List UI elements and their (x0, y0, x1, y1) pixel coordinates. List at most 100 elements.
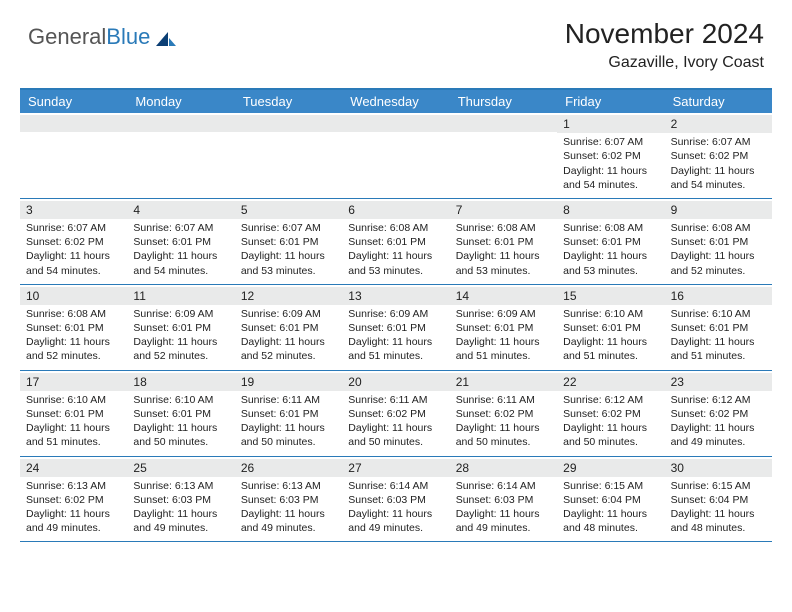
daylight-text: Daylight: 11 hours and 53 minutes. (241, 249, 336, 277)
day-number: 27 (342, 459, 449, 477)
day-cell: 14Sunrise: 6:09 AMSunset: 6:01 PMDayligh… (450, 285, 557, 370)
sunrise-text: Sunrise: 6:12 AM (671, 393, 766, 407)
sunset-text: Sunset: 6:02 PM (563, 149, 658, 163)
sunrise-text: Sunrise: 6:13 AM (241, 479, 336, 493)
day-cell: 28 Sunrise: 6:14 AMSunset: 6:03 PMDayligh… (450, 457, 557, 542)
sunset-text: Sunset: 6:03 PM (456, 493, 551, 507)
sunset-text: Sunset: 6:02 PM (671, 149, 766, 163)
sunset-text: Sunset: 6:04 PM (671, 493, 766, 507)
day-cell: 12Sunrise: 6:09 AMSunset: 6:01 PMDayligh… (235, 285, 342, 370)
week-row: 24Sunrise: 6:13 AMSunset: 6:02 PMDayligh… (20, 457, 772, 543)
daylight-text: Daylight: 11 hours and 53 minutes. (348, 249, 443, 277)
daylight-text: Daylight: 11 hours and 49 minutes. (348, 507, 443, 535)
daylight-text: Daylight: 11 hours and 50 minutes. (563, 421, 658, 449)
sunrise-text: Sunrise: 6:08 AM (563, 221, 658, 235)
daylight-text: Daylight: 11 hours and 54 minutes. (26, 249, 121, 277)
sunset-text: Sunset: 6:03 PM (133, 493, 228, 507)
sunset-text: Sunset: 6:01 PM (133, 321, 228, 335)
sunrise-text: Sunrise: 6:09 AM (456, 307, 551, 321)
sunset-text: Sunset: 6:01 PM (671, 321, 766, 335)
sunset-text: Sunset: 6:02 PM (456, 407, 551, 421)
sunrise-text: Sunrise: 6:07 AM (671, 135, 766, 149)
logo-sail-icon (154, 28, 178, 46)
sunset-text: Sunset: 6:01 PM (26, 321, 121, 335)
sunset-text: Sunset: 6:01 PM (133, 235, 228, 249)
dayheader-tue: Tuesday (235, 90, 342, 113)
day-cell: 25Sunrise: 6:13 AMSunset: 6:03 PMDayligh… (127, 457, 234, 542)
daylight-text: Daylight: 11 hours and 50 minutes. (241, 421, 336, 449)
day-cell: 3Sunrise: 6:07 AMSunset: 6:02 PMDaylight… (20, 199, 127, 284)
sunrise-text: Sunrise: 6:10 AM (26, 393, 121, 407)
sunset-text: Sunset: 6:01 PM (133, 407, 228, 421)
day-number: 6 (342, 201, 449, 219)
sunset-text: Sunset: 6:01 PM (563, 235, 658, 249)
sunrise-text: Sunrise: 6:14 AM (456, 479, 551, 493)
sunrise-text: Sunrise: 6:09 AM (348, 307, 443, 321)
day-number: 18 (127, 373, 234, 391)
sunset-text: Sunset: 6:01 PM (348, 321, 443, 335)
day-cell: 7Sunrise: 6:08 AMSunset: 6:01 PMDaylight… (450, 199, 557, 284)
day-number (450, 115, 557, 132)
day-number: 16 (665, 287, 772, 305)
sunrise-text: Sunrise: 6:08 AM (456, 221, 551, 235)
daylight-text: Daylight: 11 hours and 50 minutes. (456, 421, 551, 449)
month-title: November 2024 (565, 18, 764, 50)
day-headers-row: Sunday Monday Tuesday Wednesday Thursday… (20, 90, 772, 113)
day-number: 7 (450, 201, 557, 219)
day-cell: 16Sunrise: 6:10 AMSunset: 6:01 PMDayligh… (665, 285, 772, 370)
day-number: 17 (20, 373, 127, 391)
sunset-text: Sunset: 6:02 PM (26, 493, 121, 507)
day-number: 24 (20, 459, 127, 477)
day-cell (450, 113, 557, 198)
day-cell: 22Sunrise: 6:12 AMSunset: 6:02 PMDayligh… (557, 371, 664, 456)
day-number: 28 (450, 459, 557, 477)
sunset-text: Sunset: 6:02 PM (671, 407, 766, 421)
weeks-container: 1Sunrise: 6:07 AMSunset: 6:02 PMDaylight… (20, 113, 772, 542)
sunrise-text: Sunrise: 6:15 AM (563, 479, 658, 493)
daylight-text: Daylight: 11 hours and 50 minutes. (348, 421, 443, 449)
sunrise-text: Sunrise: 6:10 AM (563, 307, 658, 321)
day-number: 9 (665, 201, 772, 219)
daylight-text: Daylight: 11 hours and 50 minutes. (133, 421, 228, 449)
daylight-text: Daylight: 11 hours and 52 minutes. (671, 249, 766, 277)
day-number: 5 (235, 201, 342, 219)
daylight-text: Daylight: 11 hours and 54 minutes. (563, 164, 658, 192)
dayheader-sat: Saturday (665, 90, 772, 113)
sunrise-text: Sunrise: 6:07 AM (26, 221, 121, 235)
day-number (342, 115, 449, 132)
sunrise-text: Sunrise: 6:15 AM (671, 479, 766, 493)
day-cell: 26Sunrise: 6:13 AMSunset: 6:03 PMDayligh… (235, 457, 342, 542)
daylight-text: Daylight: 11 hours and 54 minutes. (671, 164, 766, 192)
week-row: 10Sunrise: 6:08 AMSunset: 6:01 PMDayligh… (20, 285, 772, 371)
day-cell: 1Sunrise: 6:07 AMSunset: 6:02 PMDaylight… (557, 113, 664, 198)
day-number: 20 (342, 373, 449, 391)
day-number: 25 (127, 459, 234, 477)
day-number: 8 (557, 201, 664, 219)
day-cell: 30 Sunrise: 6:15 AMSunset: 6:04 PMDayligh… (665, 457, 772, 542)
day-cell (20, 113, 127, 198)
day-cell (342, 113, 449, 198)
sunrise-text: Sunrise: 6:08 AM (348, 221, 443, 235)
sunrise-text: Sunrise: 6:11 AM (348, 393, 443, 407)
day-number: 3 (20, 201, 127, 219)
sunset-text: Sunset: 6:01 PM (456, 321, 551, 335)
day-number: 30 (665, 459, 772, 477)
sunset-text: Sunset: 6:01 PM (241, 235, 336, 249)
day-number: 12 (235, 287, 342, 305)
day-number: 19 (235, 373, 342, 391)
day-number: 21 (450, 373, 557, 391)
daylight-text: Daylight: 11 hours and 48 minutes. (671, 507, 766, 535)
sunrise-text: Sunrise: 6:13 AM (26, 479, 121, 493)
sunset-text: Sunset: 6:01 PM (563, 321, 658, 335)
day-cell: 15Sunrise: 6:10 AMSunset: 6:01 PMDayligh… (557, 285, 664, 370)
sunrise-text: Sunrise: 6:12 AM (563, 393, 658, 407)
sunrise-text: Sunrise: 6:13 AM (133, 479, 228, 493)
daylight-text: Daylight: 11 hours and 51 minutes. (348, 335, 443, 363)
sunrise-text: Sunrise: 6:10 AM (133, 393, 228, 407)
day-cell: 20 Sunrise: 6:11 AMSunset: 6:02 PMDayligh… (342, 371, 449, 456)
daylight-text: Daylight: 11 hours and 49 minutes. (456, 507, 551, 535)
sunset-text: Sunset: 6:02 PM (348, 407, 443, 421)
sunrise-text: Sunrise: 6:11 AM (241, 393, 336, 407)
logo-text-gray: General (28, 24, 106, 50)
day-number: 1 (557, 115, 664, 133)
